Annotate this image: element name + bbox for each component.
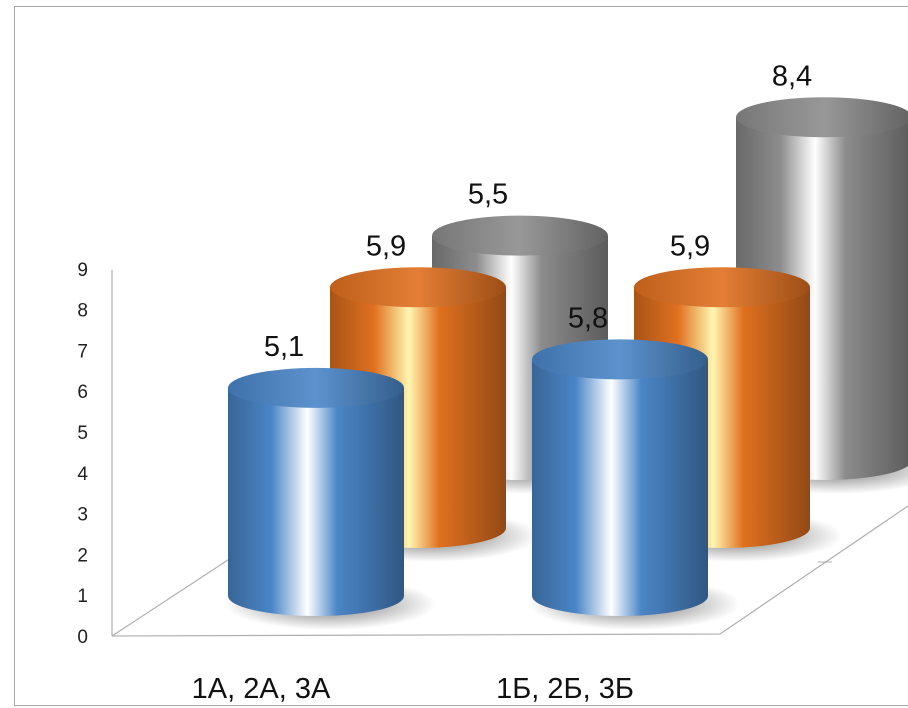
y-tick-label: 9 bbox=[77, 260, 88, 281]
data-label: 5,9 bbox=[366, 230, 406, 262]
data-label: 5,8 bbox=[568, 302, 608, 334]
y-tick-label: 0 bbox=[77, 627, 88, 648]
bar-top bbox=[432, 215, 608, 256]
data-label: 5,1 bbox=[264, 331, 304, 363]
data-label: 5,5 bbox=[468, 179, 508, 211]
x-axis: 1А, 2А, 3А 1Б, 2Б, 3Б bbox=[192, 673, 634, 705]
y-axis: 0 1 2 3 4 5 6 7 8 9 bbox=[77, 260, 113, 648]
y-tick-label: 7 bbox=[77, 341, 88, 362]
bar-top bbox=[736, 97, 908, 138]
bar-body bbox=[228, 387, 404, 616]
bar-top bbox=[330, 267, 506, 308]
data-label: 8,4 bbox=[772, 60, 812, 92]
data-label: 5,9 bbox=[670, 230, 710, 262]
bar-top bbox=[532, 339, 708, 380]
y-tick-label: 6 bbox=[77, 382, 88, 403]
y-tick-label: 4 bbox=[77, 464, 88, 485]
bar-top bbox=[228, 367, 404, 408]
x-tick-label: 1Б, 2Б, 3Б bbox=[496, 673, 634, 705]
data-labels: 5,5 8,4 5,9 5,9 5,1 5,8 bbox=[264, 60, 812, 363]
y-tick-label: 1 bbox=[77, 586, 88, 607]
cylinder-bar bbox=[224, 367, 436, 630]
x-tick-label: 1А, 2А, 3А bbox=[192, 673, 331, 705]
bar-body bbox=[532, 359, 708, 616]
chart-bars bbox=[224, 97, 908, 630]
y-tick-label: 8 bbox=[77, 301, 88, 322]
y-tick-label: 5 bbox=[77, 423, 88, 444]
y-tick-label: 2 bbox=[77, 545, 88, 566]
chart-frame bbox=[14, 6, 908, 706]
bar-top bbox=[634, 267, 810, 308]
cylinder-bar bbox=[528, 339, 740, 630]
y-tick-label: 3 bbox=[77, 505, 88, 526]
